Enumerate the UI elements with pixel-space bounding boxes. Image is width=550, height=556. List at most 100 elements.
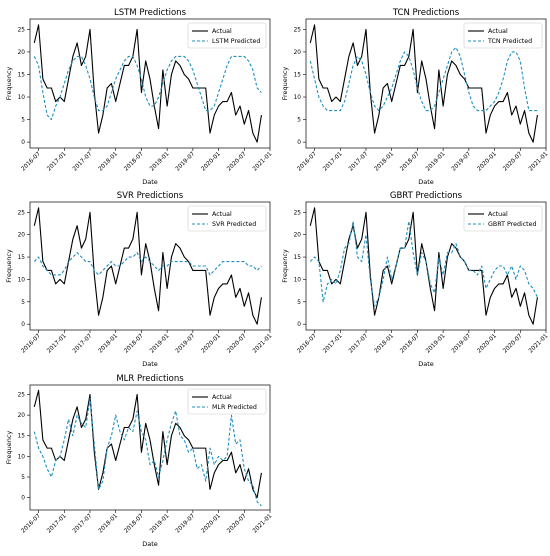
y-tick-label: 25 [18, 210, 26, 216]
x-tick-label: 2018-01 [374, 151, 396, 173]
legend-box [463, 205, 543, 232]
y-tick-label: 10 [18, 277, 26, 283]
x-axis-label: Date [142, 540, 158, 548]
y-tick-label: 15 [18, 434, 26, 440]
legend: Actual SVR Predicted [187, 205, 267, 232]
legend-box [187, 205, 267, 232]
plot-frame [305, 201, 547, 331]
actual-series-line [33, 207, 262, 325]
y-axis-label: Frequency [5, 249, 13, 283]
x-tick-label: 2019-01 [149, 513, 171, 535]
x-tick-label: 2021-01 [528, 151, 550, 173]
plot-frame [29, 201, 271, 331]
y-axis-label: Frequency [5, 431, 13, 465]
x-tick-label: 2017-01 [322, 333, 344, 355]
x-tick-label: 2021-01 [252, 333, 274, 355]
x-tick-label: 2020-07 [502, 333, 524, 355]
y-axis-label: Frequency [281, 67, 289, 101]
y-tick-label: 10 [18, 95, 26, 101]
x-tick-label: 2018-07 [123, 513, 145, 535]
x-tick-label: 2020-01 [477, 333, 499, 355]
chart-title: TCN Predictions [392, 8, 460, 18]
x-axis-label: Date [418, 178, 434, 186]
x-tick-label: 2017-01 [46, 151, 68, 173]
y-tick-label: 20 [18, 233, 26, 239]
y-tick-label: 25 [294, 210, 302, 216]
y-tick-label: 15 [294, 72, 302, 78]
x-tick-label: 2020-01 [201, 513, 223, 535]
y-axis-label: Frequency [281, 249, 289, 283]
x-tick-label: 2019-01 [425, 151, 447, 173]
x-tick-label: 2019-07 [175, 151, 197, 173]
x-tick-label: 2019-01 [425, 333, 447, 355]
legend-label: Actual [212, 394, 232, 401]
legend-label: MLR Predicted [212, 404, 257, 411]
predicted-series-line [33, 252, 262, 276]
x-tick-label: 2020-07 [502, 151, 524, 173]
x-tick-label: 2016-07 [21, 151, 43, 173]
x-tick-label: 2021-01 [252, 513, 274, 535]
y-tick-label: 20 [18, 50, 26, 56]
legend-label: Actual [488, 211, 508, 218]
y-tick-label: 0 [297, 322, 301, 328]
y-tick-label: 0 [21, 496, 25, 502]
x-tick-label: 2017-07 [348, 151, 370, 173]
legend-label: Actual [212, 28, 232, 35]
x-tick-label: 2018-01 [98, 333, 120, 355]
x-tick-label: 2020-07 [226, 513, 248, 535]
legend-box [463, 22, 543, 49]
y-tick-label: 5 [297, 118, 301, 124]
chart-panel-3: GBRT Predictions 0 5 10 15 20 25 2016-07 2017-01… [281, 191, 550, 368]
y-tick-label: 10 [294, 277, 302, 283]
chart-title: SVR Predictions [117, 191, 184, 201]
x-tick-label: 2017-07 [348, 333, 370, 355]
legend-label: SVR Predicted [212, 221, 256, 228]
x-tick-label: 2020-01 [201, 151, 223, 173]
chart-title: GBRT Predictions [390, 191, 463, 201]
legend-box [187, 388, 267, 415]
plot-frame [29, 384, 271, 511]
x-axis-label: Date [142, 360, 158, 368]
x-tick-label: 2019-01 [149, 333, 171, 355]
x-axis-label: Date [142, 178, 158, 186]
x-tick-label: 2016-07 [297, 333, 319, 355]
x-axis-label: Date [418, 360, 434, 368]
legend-label: GBRT Predicted [488, 221, 537, 228]
x-tick-label: 2021-01 [252, 151, 274, 173]
x-tick-label: 2018-07 [123, 151, 145, 173]
legend: Actual MLR Predicted [187, 388, 267, 415]
actual-series-line [33, 24, 262, 143]
x-tick-label: 2017-07 [72, 151, 94, 173]
x-tick-label: 2019-07 [175, 333, 197, 355]
x-tick-label: 2019-07 [451, 333, 473, 355]
x-tick-label: 2020-07 [226, 151, 248, 173]
y-tick-label: 5 [21, 118, 25, 124]
predicted-series-line [309, 220, 538, 307]
x-tick-label: 2017-07 [72, 333, 94, 355]
y-tick-label: 20 [294, 50, 302, 56]
x-tick-label: 2021-01 [528, 333, 550, 355]
legend: Actual GBRT Predicted [463, 205, 543, 232]
predicted-series-line [309, 46, 538, 112]
legend-label: TCN Predicted [487, 38, 532, 45]
y-tick-label: 5 [21, 475, 25, 481]
legend: Actual LSTM Predicted [187, 22, 267, 49]
predicted-series-line [33, 398, 262, 507]
chart-panel-0: LSTM Predictions 0 5 10 15 20 25 2016-07 2017-01… [5, 8, 274, 186]
x-tick-label: 2018-07 [399, 333, 421, 355]
x-tick-label: 2017-01 [46, 513, 68, 535]
x-tick-label: 2019-07 [451, 151, 473, 173]
y-tick-label: 25 [18, 392, 26, 398]
x-tick-label: 2018-01 [98, 513, 120, 535]
legend-label: LSTM Predicted [212, 38, 260, 45]
plot-frame [29, 18, 271, 149]
x-tick-label: 2018-01 [374, 333, 396, 355]
x-tick-label: 2019-07 [175, 513, 197, 535]
y-tick-label: 0 [297, 140, 301, 146]
y-tick-label: 5 [297, 300, 301, 306]
chart-title: MLR Predictions [116, 374, 184, 384]
x-tick-label: 2016-07 [21, 513, 43, 535]
x-tick-label: 2017-07 [72, 513, 94, 535]
